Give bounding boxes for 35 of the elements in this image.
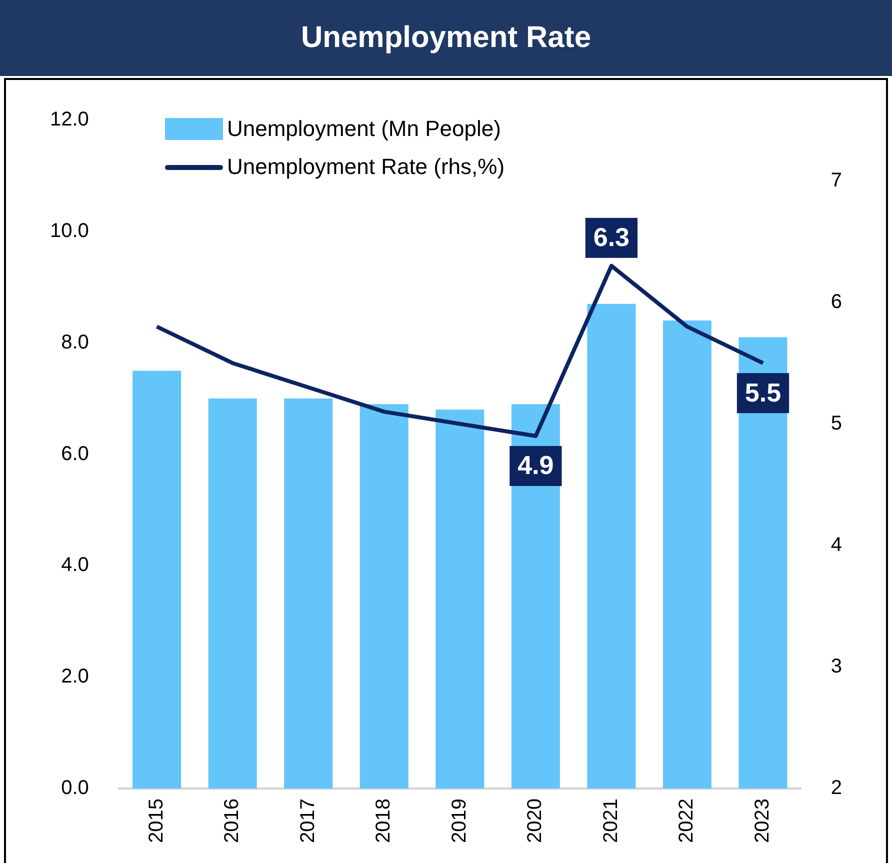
x-tick-label: 2016 <box>221 798 244 844</box>
bar <box>284 398 333 789</box>
x-tick-label: 2020 <box>524 798 546 844</box>
chart-title: Unemployment Rate <box>0 0 892 76</box>
y2-tick-label: 5 <box>830 412 842 434</box>
x-tick-label: 2023 <box>752 798 774 844</box>
bar <box>360 404 408 789</box>
y-tick-label: 2.0 <box>61 666 89 688</box>
data-label: 4.9 <box>518 450 554 480</box>
bar <box>662 320 712 789</box>
y-tick-label: 8.0 <box>61 331 89 354</box>
y-tick-label: 4.0 <box>61 554 89 576</box>
y-tick-label: 0.0 <box>61 777 89 800</box>
x-tick-label: 2019 <box>448 798 470 844</box>
y2-tick-label: 6 <box>830 290 842 313</box>
bar <box>587 304 636 789</box>
x-tick-label: 2022 <box>676 798 698 844</box>
data-label: 5.5 <box>744 377 782 408</box>
x-tick-label: 2017 <box>296 798 319 844</box>
x-tick-label: 2018 <box>372 798 395 844</box>
x-tick-label: 2015 <box>145 798 168 844</box>
data-label: 6.3 <box>593 222 630 252</box>
y2-tick-label: 2 <box>830 777 842 800</box>
y-tick-label: 10.0 <box>50 220 89 242</box>
bar <box>436 410 484 789</box>
bar <box>208 398 257 789</box>
legend-label: Unemployment Rate (rhs,%) <box>227 154 505 180</box>
y-tick-label: 12.0 <box>50 108 89 131</box>
y2-tick-label: 7 <box>830 169 842 192</box>
bar <box>132 370 182 789</box>
x-tick-label: 2021 <box>600 798 622 844</box>
y2-tick-label: 4 <box>830 534 842 556</box>
legend-label: Unemployment (Mn People) <box>227 116 501 142</box>
y-tick-label: 6.0 <box>61 442 89 465</box>
y2-tick-label: 3 <box>830 655 842 678</box>
